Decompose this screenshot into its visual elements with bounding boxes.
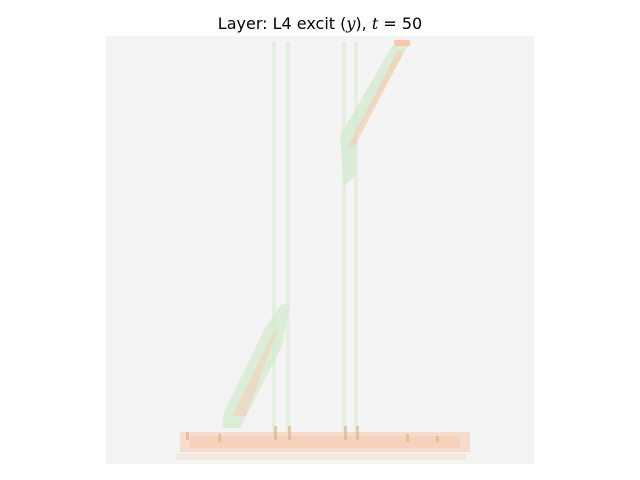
trace-left-b [286, 42, 290, 434]
band-edge [176, 454, 466, 460]
diagonal-top-green [340, 46, 408, 186]
diagonal-stroke-bottom [222, 304, 290, 428]
diagonal-stroke-top [340, 46, 408, 186]
heatmap-canvas [106, 36, 534, 464]
diagonal-top-orange [348, 50, 404, 148]
top-orange-blip [394, 40, 410, 46]
green-vertical-traces [272, 42, 358, 434]
title-equals: = [378, 14, 402, 33]
trace-right-b [354, 42, 358, 434]
band-ticks [186, 426, 439, 442]
bottom-orange-band [176, 432, 470, 460]
activity-heatmap [106, 36, 534, 464]
title-prefix: Layer: L4 excit ( [217, 14, 347, 33]
title-middle: ), [355, 14, 372, 33]
plot-title: Layer: L4 excit (y), t = 50 [0, 14, 640, 34]
diagonal-bottom-orange [232, 328, 278, 416]
trace-left-a [272, 42, 276, 434]
band-inner [190, 436, 460, 448]
title-time-symbol: t [371, 14, 379, 33]
trace-right-a [342, 42, 346, 434]
title-variable: y [346, 14, 356, 33]
title-time-value: 50 [401, 14, 423, 33]
heatmap-background [106, 36, 534, 464]
